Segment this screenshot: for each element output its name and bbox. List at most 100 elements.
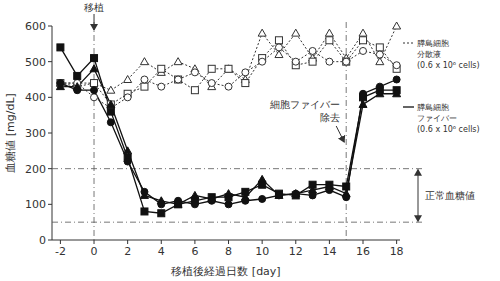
legend-line: 膵島細胞 — [417, 39, 449, 48]
marker — [225, 65, 232, 72]
marker — [275, 191, 283, 198]
x-tick-label: 6 — [191, 245, 198, 258]
x-tick — [127, 240, 128, 244]
marker — [158, 201, 165, 208]
x-tick-label: -2 — [55, 245, 66, 258]
y-tick-label: 600 — [25, 20, 46, 33]
marker — [107, 108, 114, 115]
marker — [174, 58, 182, 65]
reference-line — [52, 168, 424, 169]
y-tick — [48, 204, 52, 205]
y-axis-title: 血糖値 [mg/dL] — [4, 93, 17, 173]
marker — [107, 119, 114, 126]
y-tick-label: 200 — [25, 163, 46, 176]
annotation: 細胞ファイバー除去 — [269, 99, 340, 123]
x-tick — [161, 240, 162, 244]
marker — [191, 201, 198, 208]
chart: 0100200300400500600-2024681012141618移植後経… — [0, 0, 500, 281]
marker — [124, 158, 131, 165]
x-tick — [262, 240, 263, 244]
y-tick-label: 100 — [25, 198, 46, 211]
x-tick-label: 14 — [322, 245, 336, 258]
marker — [343, 58, 350, 65]
marker — [309, 192, 316, 199]
marker — [57, 80, 64, 87]
marker — [259, 58, 266, 65]
annotation-arrow — [94, 14, 95, 30]
legend-swatch — [403, 106, 414, 107]
legend-label: 膵島細胞分散液(0.6 x 10⁶ cells) — [417, 39, 480, 70]
marker — [107, 100, 115, 107]
x-tick — [228, 240, 229, 244]
range-arrow — [418, 170, 419, 222]
marker — [309, 58, 316, 65]
marker — [275, 37, 282, 44]
x-tick — [295, 240, 296, 244]
annotation-line: 除去 — [320, 112, 340, 123]
x-tick-label: 0 — [91, 245, 98, 258]
marker — [124, 94, 131, 101]
marker — [343, 58, 350, 65]
marker — [191, 191, 199, 198]
marker — [258, 29, 266, 36]
marker — [141, 76, 148, 83]
y-tick — [48, 97, 52, 98]
x-tick — [194, 240, 195, 244]
marker — [326, 37, 333, 44]
legend-line: 膵島細胞 — [417, 103, 449, 112]
x-tick-label: 10 — [255, 245, 269, 258]
marker — [141, 208, 148, 215]
marker — [158, 83, 165, 90]
marker — [275, 44, 282, 51]
y-tick-label: 300 — [25, 127, 46, 140]
marker — [393, 22, 401, 29]
x-tick-label: 12 — [289, 245, 303, 258]
marker — [175, 76, 182, 83]
marker — [57, 80, 64, 87]
series-line — [60, 47, 396, 108]
y-tick-label: 500 — [25, 56, 46, 69]
marker — [107, 101, 114, 108]
marker — [393, 76, 400, 83]
marker — [140, 58, 148, 65]
x-tick-label: 18 — [390, 245, 404, 258]
marker — [376, 90, 384, 97]
plot-area — [56, 22, 400, 217]
x-axis-title: 移植後経過日数 [day] — [171, 265, 280, 278]
marker — [74, 72, 81, 79]
annotation-line: 細胞ファイバー — [269, 99, 340, 110]
y-tick — [48, 240, 52, 241]
legend-swatch — [403, 43, 414, 44]
marker — [91, 94, 98, 101]
marker — [326, 58, 333, 65]
marker — [141, 83, 148, 90]
marker — [91, 80, 98, 87]
y-tick — [48, 26, 52, 27]
x-tick-label: 8 — [225, 245, 232, 258]
marker — [175, 197, 182, 204]
marker — [292, 190, 299, 197]
marker — [90, 79, 98, 86]
annotation: 移植 — [84, 2, 104, 13]
marker — [376, 83, 383, 90]
y-tick-label: 400 — [25, 91, 46, 104]
series-line — [60, 26, 396, 90]
marker — [376, 51, 383, 58]
y-tick — [48, 168, 52, 169]
x-tick — [60, 240, 61, 244]
marker — [208, 65, 215, 72]
marker — [292, 58, 299, 65]
x-tick — [94, 240, 95, 244]
marker — [242, 69, 249, 76]
x-tick-label: 4 — [158, 245, 165, 258]
marker — [225, 65, 233, 72]
legend-line: ファイバー — [417, 114, 457, 123]
reference-line — [52, 222, 424, 223]
marker — [360, 90, 367, 97]
marker — [124, 76, 132, 83]
x-tick — [329, 240, 330, 244]
marker — [74, 87, 81, 94]
marker — [360, 37, 367, 44]
series-line — [60, 69, 396, 205]
x-tick — [396, 240, 397, 244]
